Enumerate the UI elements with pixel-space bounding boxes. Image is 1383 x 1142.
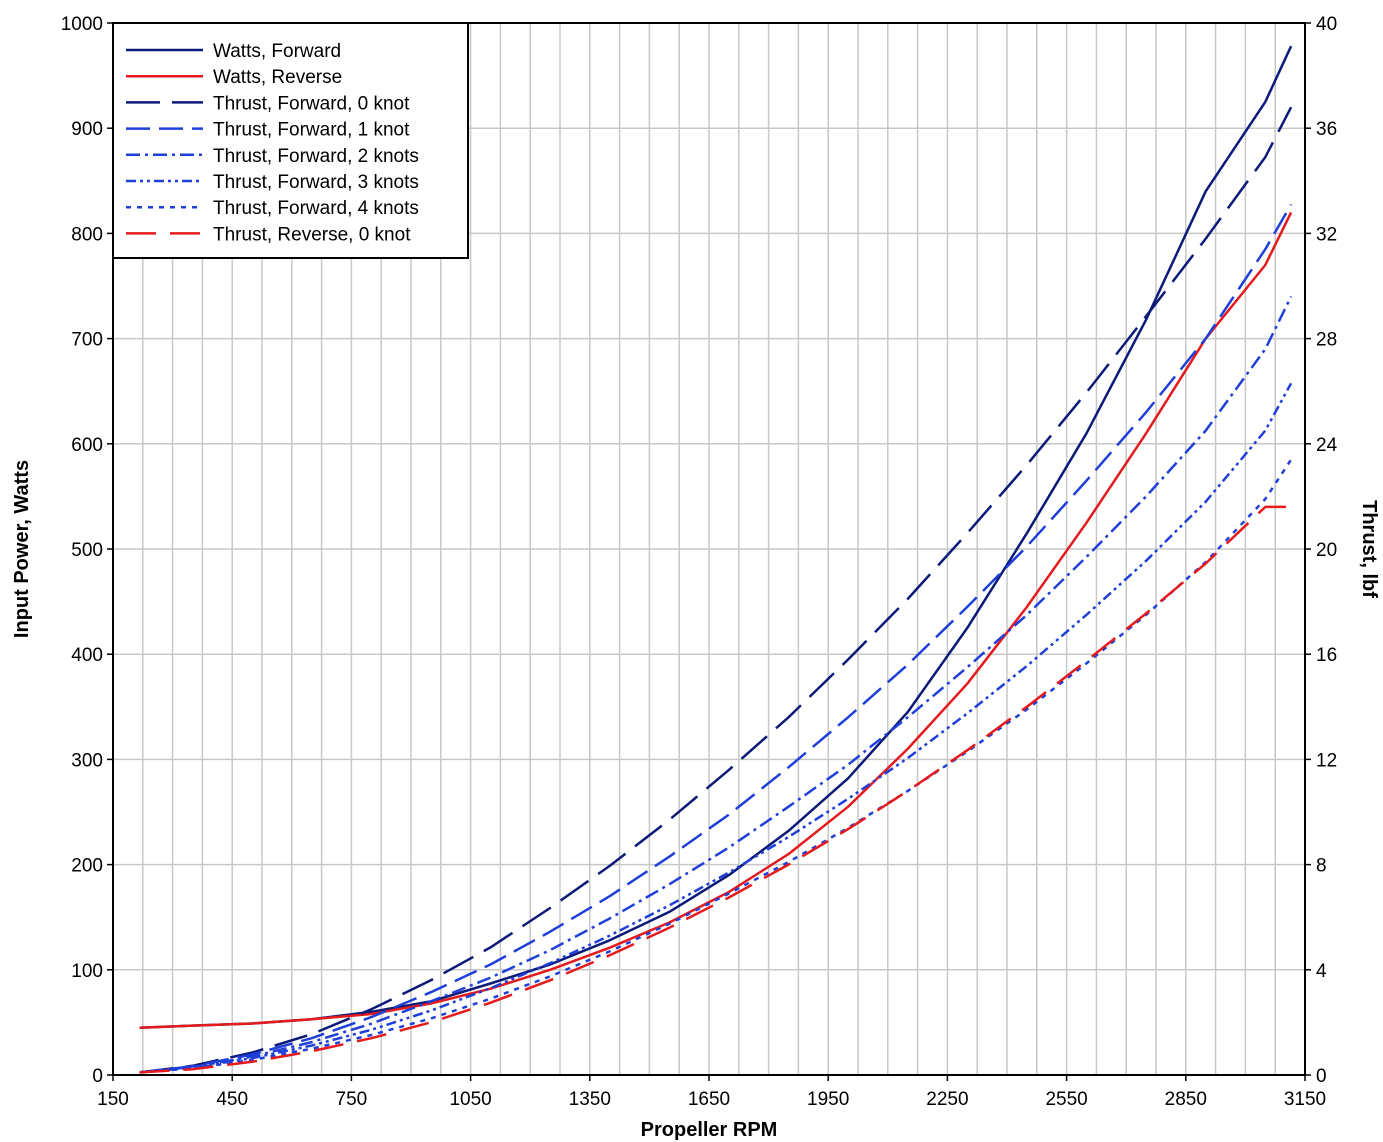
x-tick-label: 2850 bbox=[1165, 1089, 1207, 1110]
y2-tick-label: 20 bbox=[1316, 540, 1337, 561]
y-tick-label: 900 bbox=[71, 119, 103, 140]
legend-label: Thrust, Forward, 2 knots bbox=[213, 146, 419, 167]
y2-tick-label: 12 bbox=[1316, 750, 1337, 771]
y-tick-label: 700 bbox=[71, 330, 103, 351]
y2-tick-label: 8 bbox=[1316, 856, 1327, 877]
legend-label: Thrust, Forward, 1 knot bbox=[213, 120, 410, 141]
y-tick-label: 0 bbox=[92, 1066, 103, 1087]
y-tick-label: 200 bbox=[71, 856, 103, 877]
x-tick-label: 3150 bbox=[1284, 1089, 1326, 1110]
y2-tick-label: 4 bbox=[1316, 961, 1327, 982]
x-axis-label: Propeller RPM bbox=[641, 1119, 778, 1141]
x-tick-label: 1350 bbox=[569, 1089, 611, 1110]
y2-tick-label: 28 bbox=[1316, 330, 1337, 351]
y-tick-label: 500 bbox=[71, 540, 103, 561]
legend-label: Thrust, Forward, 3 knots bbox=[213, 172, 419, 193]
legend-label: Thrust, Reverse, 0 knot bbox=[213, 224, 411, 245]
legend-label: Thrust, Forward, 0 knot bbox=[213, 93, 410, 114]
x-tick-label: 450 bbox=[216, 1089, 248, 1110]
y-tick-label: 100 bbox=[71, 961, 103, 982]
legend-label: Thrust, Forward, 4 knots bbox=[213, 198, 419, 219]
y-tick-label: 1000 bbox=[61, 14, 103, 35]
y2-tick-label: 24 bbox=[1316, 435, 1338, 456]
x-tick-label: 2250 bbox=[926, 1089, 968, 1110]
y-axis-label: Input Power, Watts bbox=[11, 460, 33, 638]
y2-tick-label: 32 bbox=[1316, 224, 1337, 245]
y-tick-label: 300 bbox=[71, 750, 103, 771]
legend-label: Watts, Forward bbox=[213, 41, 341, 62]
y2-tick-label: 36 bbox=[1316, 119, 1337, 140]
y2-tick-label: 16 bbox=[1316, 645, 1337, 666]
y2-tick-label: 0 bbox=[1316, 1066, 1327, 1087]
x-tick-label: 1950 bbox=[807, 1089, 849, 1110]
y-tick-label: 400 bbox=[71, 645, 103, 666]
x-tick-label: 150 bbox=[97, 1089, 129, 1110]
legend: Watts, Forward Watts, Reverse Thrust, Forw… bbox=[113, 23, 468, 258]
x-tick-label: 2550 bbox=[1045, 1089, 1087, 1110]
y2-axis-label: Thrust, lbf bbox=[1358, 500, 1380, 598]
x-tick-label: 1050 bbox=[449, 1089, 491, 1110]
y-tick-label: 800 bbox=[71, 224, 103, 245]
y2-tick-label: 40 bbox=[1316, 14, 1337, 35]
x-tick-label: 1650 bbox=[688, 1089, 730, 1110]
x-tick-label: 750 bbox=[336, 1089, 368, 1110]
legend-label: Watts, Reverse bbox=[213, 67, 342, 88]
y-tick-label: 600 bbox=[71, 435, 103, 456]
